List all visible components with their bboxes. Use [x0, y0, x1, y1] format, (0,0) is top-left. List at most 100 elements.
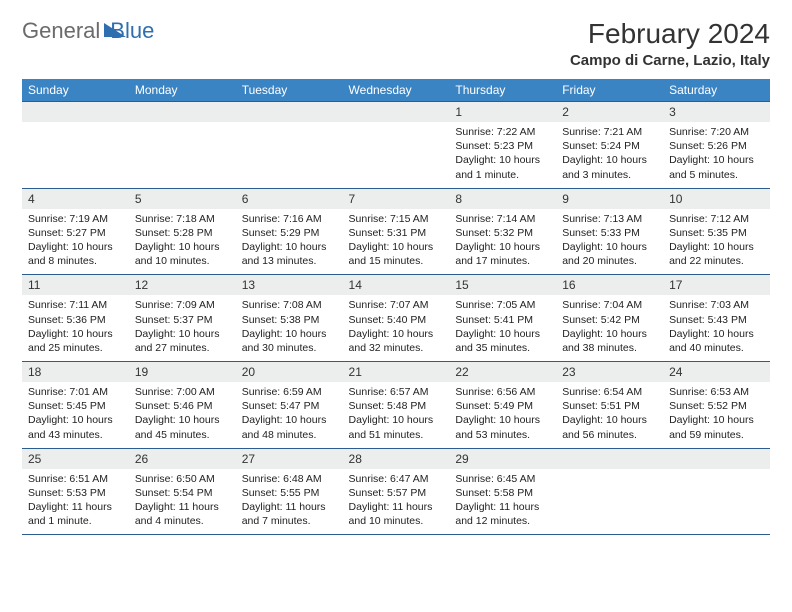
calendar-day-cell: 3Sunrise: 7:20 AMSunset: 5:26 PMDaylight…	[663, 101, 770, 188]
calendar-day-cell: 2Sunrise: 7:21 AMSunset: 5:24 PMDaylight…	[556, 101, 663, 188]
sunrise-text: Sunrise: 7:05 AM	[455, 298, 550, 312]
day-number: 8	[449, 188, 556, 209]
weekday-header-row: Sunday Monday Tuesday Wednesday Thursday…	[22, 79, 770, 101]
sunset-text: Sunset: 5:28 PM	[135, 226, 230, 240]
sunset-text: Sunset: 5:58 PM	[455, 486, 550, 500]
daylight-text: Daylight: 10 hours and 30 minutes.	[242, 327, 337, 355]
calendar-day-cell: 10Sunrise: 7:12 AMSunset: 5:35 PMDayligh…	[663, 188, 770, 275]
calendar-day-cell: 23Sunrise: 6:54 AMSunset: 5:51 PMDayligh…	[556, 361, 663, 448]
day-details: Sunrise: 7:07 AMSunset: 5:40 PMDaylight:…	[343, 295, 450, 361]
calendar-table: Sunday Monday Tuesday Wednesday Thursday…	[22, 79, 770, 535]
day-details: Sunrise: 7:18 AMSunset: 5:28 PMDaylight:…	[129, 209, 236, 275]
day-details: Sunrise: 7:22 AMSunset: 5:23 PMDaylight:…	[449, 122, 556, 188]
sunset-text: Sunset: 5:43 PM	[669, 313, 764, 327]
day-details: Sunrise: 7:09 AMSunset: 5:37 PMDaylight:…	[129, 295, 236, 361]
sunrise-text: Sunrise: 7:12 AM	[669, 212, 764, 226]
daylight-text: Daylight: 10 hours and 10 minutes.	[135, 240, 230, 268]
calendar-week-row: 25Sunrise: 6:51 AMSunset: 5:53 PMDayligh…	[22, 448, 770, 535]
daylight-text: Daylight: 10 hours and 48 minutes.	[242, 413, 337, 441]
sunrise-text: Sunrise: 6:56 AM	[455, 385, 550, 399]
calendar-week-row: 18Sunrise: 7:01 AMSunset: 5:45 PMDayligh…	[22, 361, 770, 448]
calendar-day-cell: 5Sunrise: 7:18 AMSunset: 5:28 PMDaylight…	[129, 188, 236, 275]
sunset-text: Sunset: 5:49 PM	[455, 399, 550, 413]
sunrise-text: Sunrise: 7:15 AM	[349, 212, 444, 226]
sunrise-text: Sunrise: 7:03 AM	[669, 298, 764, 312]
daylight-text: Daylight: 10 hours and 59 minutes.	[669, 413, 764, 441]
sunset-text: Sunset: 5:31 PM	[349, 226, 444, 240]
daylight-text: Daylight: 10 hours and 3 minutes.	[562, 153, 657, 181]
day-number-bar	[22, 101, 129, 122]
daylight-text: Daylight: 11 hours and 10 minutes.	[349, 500, 444, 528]
calendar-day-cell: 15Sunrise: 7:05 AMSunset: 5:41 PMDayligh…	[449, 274, 556, 361]
daylight-text: Daylight: 10 hours and 43 minutes.	[28, 413, 123, 441]
day-number: 3	[663, 101, 770, 122]
logo-text-2: Blue	[110, 18, 154, 44]
day-number-bar	[236, 101, 343, 122]
day-number: 17	[663, 274, 770, 295]
daylight-text: Daylight: 10 hours and 38 minutes.	[562, 327, 657, 355]
daylight-text: Daylight: 11 hours and 1 minute.	[28, 500, 123, 528]
day-number: 13	[236, 274, 343, 295]
day-number: 10	[663, 188, 770, 209]
month-title: February 2024	[570, 18, 770, 50]
day-details: Sunrise: 6:48 AMSunset: 5:55 PMDaylight:…	[236, 469, 343, 535]
day-number: 20	[236, 361, 343, 382]
day-number: 1	[449, 101, 556, 122]
sunrise-text: Sunrise: 7:04 AM	[562, 298, 657, 312]
sunrise-text: Sunrise: 6:59 AM	[242, 385, 337, 399]
sunrise-text: Sunrise: 7:16 AM	[242, 212, 337, 226]
day-details: Sunrise: 6:50 AMSunset: 5:54 PMDaylight:…	[129, 469, 236, 535]
sunrise-text: Sunrise: 6:51 AM	[28, 472, 123, 486]
sunrise-text: Sunrise: 7:00 AM	[135, 385, 230, 399]
sunrise-text: Sunrise: 7:21 AM	[562, 125, 657, 139]
day-details: Sunrise: 6:59 AMSunset: 5:47 PMDaylight:…	[236, 382, 343, 448]
sunset-text: Sunset: 5:51 PM	[562, 399, 657, 413]
calendar-day-cell: 17Sunrise: 7:03 AMSunset: 5:43 PMDayligh…	[663, 274, 770, 361]
day-details: Sunrise: 7:03 AMSunset: 5:43 PMDaylight:…	[663, 295, 770, 361]
day-number: 4	[22, 188, 129, 209]
day-details: Sunrise: 7:12 AMSunset: 5:35 PMDaylight:…	[663, 209, 770, 275]
daylight-text: Daylight: 10 hours and 45 minutes.	[135, 413, 230, 441]
day-number: 19	[129, 361, 236, 382]
daylight-text: Daylight: 10 hours and 15 minutes.	[349, 240, 444, 268]
sunrise-text: Sunrise: 7:11 AM	[28, 298, 123, 312]
title-block: February 2024 Campo di Carne, Lazio, Ita…	[570, 18, 770, 69]
day-details: Sunrise: 7:14 AMSunset: 5:32 PMDaylight:…	[449, 209, 556, 275]
day-number-bar	[663, 448, 770, 469]
sunset-text: Sunset: 5:26 PM	[669, 139, 764, 153]
calendar-empty-cell	[236, 101, 343, 188]
sunset-text: Sunset: 5:33 PM	[562, 226, 657, 240]
calendar-day-cell: 7Sunrise: 7:15 AMSunset: 5:31 PMDaylight…	[343, 188, 450, 275]
calendar-day-cell: 27Sunrise: 6:48 AMSunset: 5:55 PMDayligh…	[236, 448, 343, 535]
day-details: Sunrise: 7:19 AMSunset: 5:27 PMDaylight:…	[22, 209, 129, 275]
day-details: Sunrise: 7:01 AMSunset: 5:45 PMDaylight:…	[22, 382, 129, 448]
day-details: Sunrise: 7:13 AMSunset: 5:33 PMDaylight:…	[556, 209, 663, 275]
sunset-text: Sunset: 5:46 PM	[135, 399, 230, 413]
day-details: Sunrise: 7:15 AMSunset: 5:31 PMDaylight:…	[343, 209, 450, 275]
calendar-empty-cell	[22, 101, 129, 188]
calendar-day-cell: 6Sunrise: 7:16 AMSunset: 5:29 PMDaylight…	[236, 188, 343, 275]
calendar-empty-cell	[556, 448, 663, 535]
sunset-text: Sunset: 5:29 PM	[242, 226, 337, 240]
calendar-day-cell: 19 Sunrise: 7:00 AMSunset: 5:46 PMDayligh…	[129, 361, 236, 448]
sunset-text: Sunset: 5:40 PM	[349, 313, 444, 327]
calendar-day-cell: 13Sunrise: 7:08 AMSunset: 5:38 PMDayligh…	[236, 274, 343, 361]
sunset-text: Sunset: 5:36 PM	[28, 313, 123, 327]
calendar-day-cell: 24Sunrise: 6:53 AMSunset: 5:52 PMDayligh…	[663, 361, 770, 448]
weekday-header: Saturday	[663, 79, 770, 101]
daylight-text: Daylight: 11 hours and 12 minutes.	[455, 500, 550, 528]
day-details: Sunrise: 6:57 AMSunset: 5:48 PMDaylight:…	[343, 382, 450, 448]
daylight-text: Daylight: 10 hours and 8 minutes.	[28, 240, 123, 268]
daylight-text: Daylight: 10 hours and 5 minutes.	[669, 153, 764, 181]
calendar-day-cell: 28Sunrise: 6:47 AMSunset: 5:57 PMDayligh…	[343, 448, 450, 535]
day-details: Sunrise: 7:04 AMSunset: 5:42 PMDaylight:…	[556, 295, 663, 361]
sunrise-text: Sunrise: 7:14 AM	[455, 212, 550, 226]
weekday-header: Friday	[556, 79, 663, 101]
sunset-text: Sunset: 5:24 PM	[562, 139, 657, 153]
sunrise-text: Sunrise: 6:45 AM	[455, 472, 550, 486]
day-number: 16	[556, 274, 663, 295]
daylight-text: Daylight: 10 hours and 32 minutes.	[349, 327, 444, 355]
sunrise-text: Sunrise: 6:57 AM	[349, 385, 444, 399]
sunrise-text: Sunrise: 7:01 AM	[28, 385, 123, 399]
sunset-text: Sunset: 5:38 PM	[242, 313, 337, 327]
